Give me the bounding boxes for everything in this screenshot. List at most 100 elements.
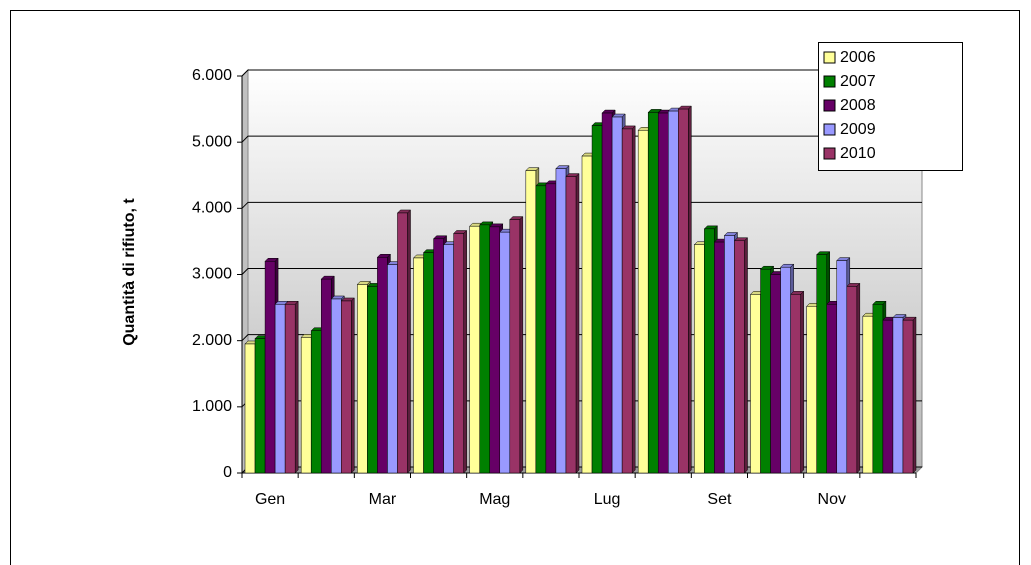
bar bbox=[453, 233, 464, 474]
bar bbox=[734, 240, 745, 474]
y-tick-label: 0 bbox=[223, 464, 232, 481]
bar-side bbox=[912, 316, 917, 474]
bar bbox=[621, 128, 633, 474]
bar bbox=[367, 286, 378, 474]
bar bbox=[310, 330, 322, 474]
bar bbox=[816, 254, 827, 474]
bar-side bbox=[800, 290, 804, 474]
bar bbox=[826, 304, 838, 474]
x-tick-label: Set bbox=[707, 491, 732, 508]
bar bbox=[274, 304, 286, 474]
bar-side bbox=[688, 105, 692, 474]
bar bbox=[637, 130, 649, 474]
legend-swatch bbox=[823, 99, 836, 112]
bar bbox=[320, 278, 332, 474]
bar-side bbox=[294, 300, 299, 474]
grid-line bbox=[241, 135, 922, 143]
legend-swatch bbox=[823, 123, 836, 136]
legend-label: 2009 bbox=[840, 121, 876, 138]
bar bbox=[902, 319, 914, 474]
x-tick-label: Gen bbox=[255, 491, 285, 508]
bar bbox=[244, 343, 256, 474]
bar bbox=[499, 231, 511, 474]
bar bbox=[694, 244, 705, 474]
y-tick-label: 1.000 bbox=[192, 398, 232, 415]
bar bbox=[657, 112, 669, 474]
bar bbox=[341, 300, 352, 474]
bar bbox=[565, 176, 577, 474]
bar bbox=[397, 212, 408, 474]
bar bbox=[581, 155, 593, 474]
bar bbox=[872, 304, 884, 474]
x-tick-label: Lug bbox=[594, 491, 621, 508]
bar bbox=[300, 337, 312, 474]
bar bbox=[770, 274, 781, 474]
y-tick-label: 5.000 bbox=[192, 133, 232, 150]
legend-swatch bbox=[823, 51, 836, 64]
bar bbox=[357, 284, 368, 474]
legend-label: 2007 bbox=[840, 73, 876, 90]
bar bbox=[284, 304, 296, 474]
bar bbox=[443, 244, 454, 474]
bar bbox=[668, 110, 679, 474]
bar bbox=[331, 298, 342, 474]
bar bbox=[545, 183, 557, 474]
legend-box bbox=[818, 42, 963, 171]
bar-side bbox=[351, 297, 355, 474]
bar bbox=[413, 257, 424, 474]
bar bbox=[882, 319, 894, 474]
y-tick-label: 3.000 bbox=[192, 266, 232, 283]
bar bbox=[790, 294, 801, 474]
bar bbox=[862, 315, 874, 474]
bar bbox=[678, 108, 689, 474]
bar bbox=[591, 125, 603, 474]
bar bbox=[377, 257, 388, 474]
x-tick-label: Nov bbox=[818, 491, 846, 508]
bar bbox=[704, 228, 715, 474]
bar bbox=[750, 294, 761, 474]
legend-swatch bbox=[823, 75, 836, 88]
bar bbox=[846, 286, 858, 474]
bar-side bbox=[631, 125, 636, 474]
grid-line bbox=[241, 201, 922, 209]
bar bbox=[611, 116, 623, 474]
x-tick-label: Mag bbox=[479, 491, 510, 508]
bar bbox=[509, 219, 521, 474]
bar bbox=[647, 112, 659, 474]
bar-side bbox=[575, 172, 580, 474]
bar bbox=[601, 112, 613, 474]
grid-line bbox=[241, 69, 922, 77]
bar bbox=[760, 268, 771, 474]
legend-label: 2010 bbox=[840, 145, 876, 162]
bar bbox=[479, 224, 490, 474]
bar-side bbox=[463, 229, 467, 474]
legend-label: 2008 bbox=[840, 97, 876, 114]
bar bbox=[806, 306, 817, 474]
bar bbox=[525, 170, 537, 474]
y-axis-label: Quantità di rifiuto, t bbox=[121, 198, 138, 346]
bar bbox=[433, 238, 444, 474]
bar bbox=[423, 252, 434, 474]
bar-side bbox=[519, 215, 524, 474]
bar bbox=[780, 266, 791, 474]
y-tick-label: 2.000 bbox=[192, 332, 232, 349]
bar bbox=[714, 241, 725, 474]
y-tick-label: 6.000 bbox=[192, 67, 232, 84]
bar bbox=[264, 261, 276, 474]
bar bbox=[555, 168, 567, 474]
bar bbox=[836, 260, 848, 474]
x-tick-label: Mar bbox=[369, 491, 397, 508]
bar bbox=[535, 185, 547, 474]
bar bbox=[892, 317, 904, 474]
bar-side bbox=[744, 237, 748, 474]
legend-label: 2006 bbox=[840, 49, 876, 66]
bar-side bbox=[407, 209, 411, 474]
bar-side bbox=[856, 282, 861, 474]
legend-swatch bbox=[823, 147, 836, 160]
bar bbox=[724, 235, 735, 474]
bar bbox=[469, 225, 480, 474]
y-tick-label: 4.000 bbox=[192, 200, 232, 217]
bar bbox=[387, 264, 398, 474]
bar bbox=[489, 226, 501, 474]
